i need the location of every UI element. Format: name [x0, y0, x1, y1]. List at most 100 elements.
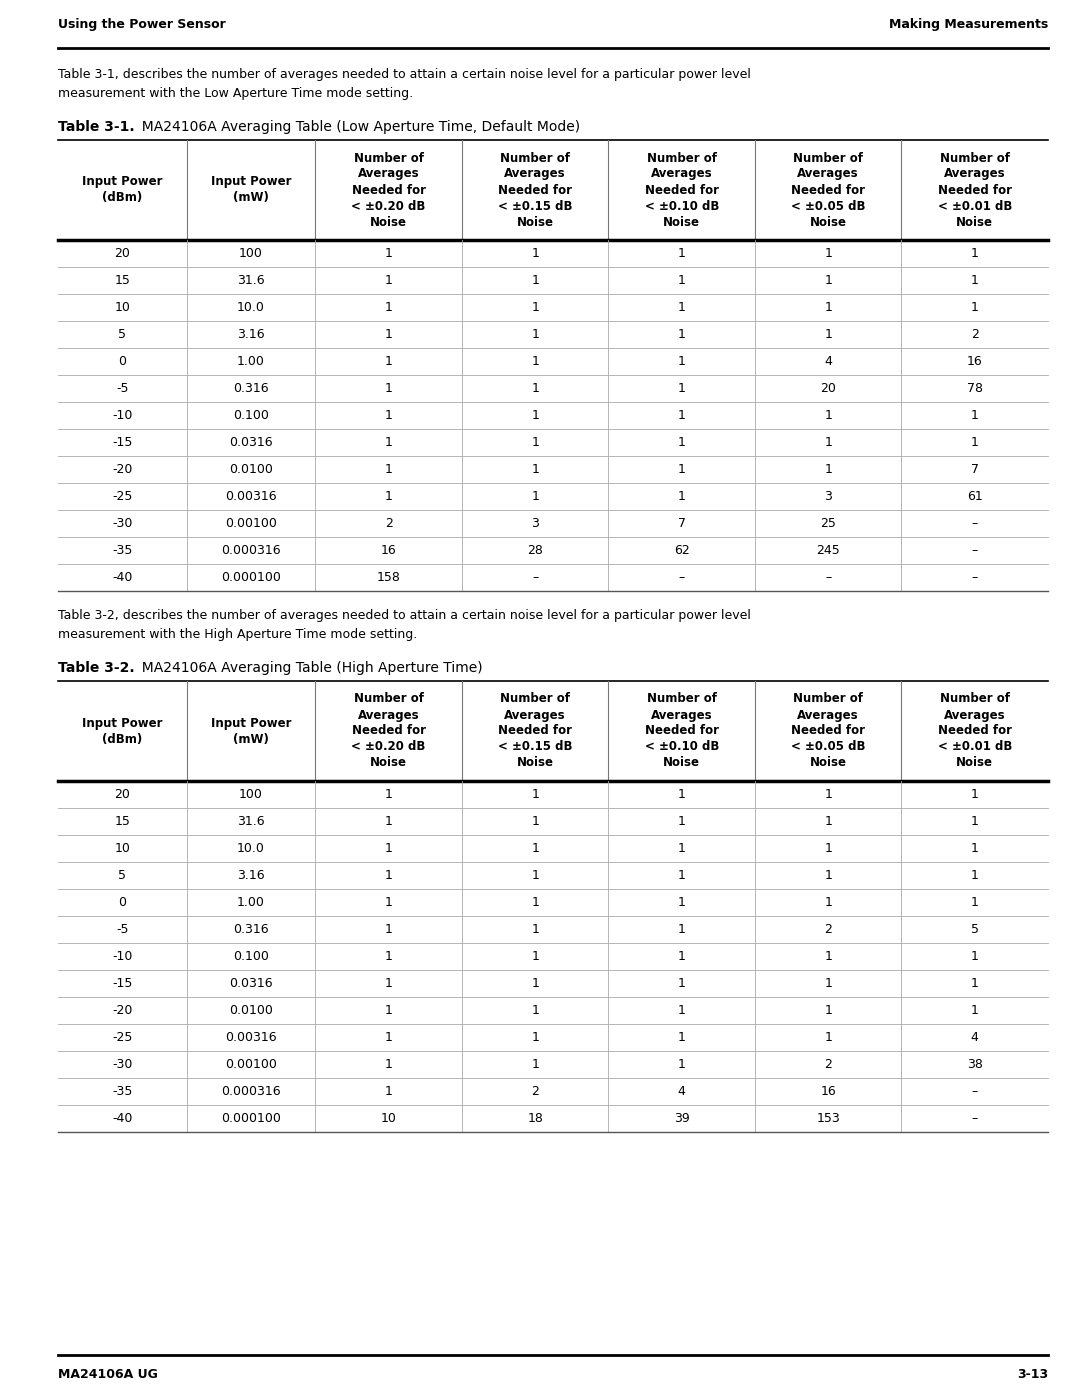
Text: Table 3-1.: Table 3-1.: [58, 120, 135, 134]
Text: Number of
Averages
Needed for
< ±0.05 dB
Noise: Number of Averages Needed for < ±0.05 dB…: [791, 693, 865, 770]
Text: 1: 1: [824, 842, 833, 855]
Text: 1: 1: [678, 381, 686, 395]
Text: 1: 1: [971, 842, 978, 855]
Text: 1: 1: [678, 490, 686, 503]
Text: 20: 20: [821, 381, 836, 395]
Text: 5: 5: [119, 328, 126, 341]
Text: 1: 1: [531, 814, 539, 828]
Text: 31.6: 31.6: [238, 274, 265, 286]
Text: 1: 1: [384, 490, 393, 503]
Text: 1: 1: [971, 300, 978, 314]
Text: 18: 18: [527, 1112, 543, 1125]
Text: 1.00: 1.00: [238, 355, 265, 367]
Text: 31.6: 31.6: [238, 814, 265, 828]
Text: –: –: [972, 517, 977, 529]
Text: 1: 1: [384, 814, 393, 828]
Text: 1: 1: [384, 1085, 393, 1098]
Text: 4: 4: [971, 1031, 978, 1044]
Text: 1: 1: [531, 490, 539, 503]
Text: 1: 1: [971, 436, 978, 448]
Text: 1: 1: [384, 355, 393, 367]
Text: –: –: [532, 571, 538, 584]
Text: -25: -25: [112, 490, 133, 503]
Text: 1: 1: [384, 869, 393, 882]
Text: 1: 1: [384, 274, 393, 286]
Text: 1: 1: [971, 895, 978, 909]
Text: -10: -10: [112, 409, 133, 422]
Text: 1: 1: [971, 1004, 978, 1017]
Text: Table 3-2, describes the number of averages needed to attain a certain noise lev: Table 3-2, describes the number of avera…: [58, 609, 751, 641]
Text: 1: 1: [678, 814, 686, 828]
Text: 1: 1: [824, 977, 833, 990]
Text: 1: 1: [678, 1031, 686, 1044]
Text: 7: 7: [971, 462, 978, 476]
Text: -40: -40: [112, 571, 133, 584]
Text: 39: 39: [674, 1112, 689, 1125]
Text: 1: 1: [824, 409, 833, 422]
Text: 0.0100: 0.0100: [229, 1004, 273, 1017]
Text: 1: 1: [678, 274, 686, 286]
Text: 1: 1: [384, 300, 393, 314]
Text: 1: 1: [531, 274, 539, 286]
Text: MA24106A Averaging Table (High Aperture Time): MA24106A Averaging Table (High Aperture …: [133, 661, 483, 675]
Text: 0.100: 0.100: [233, 409, 269, 422]
Text: 1: 1: [384, 1058, 393, 1071]
Text: 1: 1: [531, 381, 539, 395]
Text: 2: 2: [971, 328, 978, 341]
Text: Number of
Averages
Needed for
< ±0.10 dB
Noise: Number of Averages Needed for < ±0.10 dB…: [645, 151, 719, 229]
Text: 10.0: 10.0: [238, 842, 265, 855]
Text: 1: 1: [384, 788, 393, 800]
Text: 1: 1: [384, 462, 393, 476]
Text: 0: 0: [119, 355, 126, 367]
Text: 1: 1: [531, 977, 539, 990]
Text: 1: 1: [531, 788, 539, 800]
Text: 0.0100: 0.0100: [229, 462, 273, 476]
Text: -15: -15: [112, 977, 133, 990]
Text: 1: 1: [678, 1058, 686, 1071]
Text: 0.100: 0.100: [233, 950, 269, 963]
Text: 1: 1: [824, 788, 833, 800]
Text: 1: 1: [824, 436, 833, 448]
Text: -10: -10: [112, 950, 133, 963]
Text: 15: 15: [114, 814, 131, 828]
Text: 1: 1: [531, 1058, 539, 1071]
Text: 2: 2: [384, 517, 393, 529]
Text: -15: -15: [112, 436, 133, 448]
Text: 1: 1: [531, 1031, 539, 1044]
Text: 0.316: 0.316: [233, 923, 269, 936]
Text: -30: -30: [112, 1058, 133, 1071]
Text: 1: 1: [824, 300, 833, 314]
Text: -35: -35: [112, 543, 133, 557]
Text: 1: 1: [678, 300, 686, 314]
Text: –: –: [972, 571, 977, 584]
Text: 100: 100: [239, 788, 264, 800]
Text: Number of
Averages
Needed for
< ±0.15 dB
Noise: Number of Averages Needed for < ±0.15 dB…: [498, 151, 572, 229]
Text: 10: 10: [381, 1112, 396, 1125]
Text: 1: 1: [971, 977, 978, 990]
Text: -20: -20: [112, 1004, 133, 1017]
Text: 1: 1: [384, 842, 393, 855]
Text: 16: 16: [381, 543, 396, 557]
Text: 1: 1: [678, 895, 686, 909]
Text: 1: 1: [384, 895, 393, 909]
Text: 1: 1: [678, 328, 686, 341]
Text: 1: 1: [824, 274, 833, 286]
Text: 1: 1: [531, 355, 539, 367]
Text: 1: 1: [971, 409, 978, 422]
Text: 1: 1: [824, 328, 833, 341]
Text: 0: 0: [119, 895, 126, 909]
Text: –: –: [825, 571, 832, 584]
Text: 1: 1: [384, 923, 393, 936]
Text: 15: 15: [114, 274, 131, 286]
Text: –: –: [972, 543, 977, 557]
Text: 1: 1: [678, 247, 686, 260]
Text: -35: -35: [112, 1085, 133, 1098]
Text: 78: 78: [967, 381, 983, 395]
Text: 1: 1: [531, 462, 539, 476]
Text: 1: 1: [824, 869, 833, 882]
Text: 4: 4: [678, 1085, 686, 1098]
Text: 1: 1: [971, 274, 978, 286]
Text: 1: 1: [971, 788, 978, 800]
Text: 1: 1: [678, 950, 686, 963]
Text: 1: 1: [384, 436, 393, 448]
